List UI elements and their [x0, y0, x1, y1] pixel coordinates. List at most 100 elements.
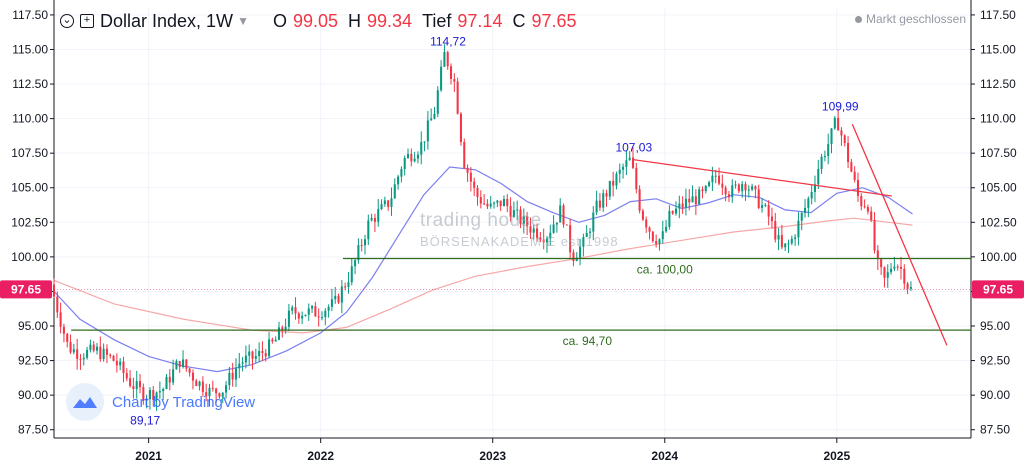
candle-body	[880, 259, 883, 268]
candle-body	[95, 346, 99, 351]
candle-body	[807, 198, 810, 208]
candle-body	[628, 157, 631, 161]
candle-body	[519, 209, 522, 224]
candle-body	[569, 225, 572, 253]
y-tick-label-right: 102.50	[980, 215, 1017, 229]
candle-body	[89, 344, 92, 350]
candle-body	[483, 203, 486, 205]
candle-body	[486, 203, 489, 207]
candle-body	[615, 173, 618, 186]
candle-body	[72, 349, 75, 353]
candle-body	[344, 286, 347, 288]
candle-body	[367, 220, 370, 240]
tradingview-logo-icon	[66, 383, 104, 421]
candle-body	[473, 181, 476, 188]
candle-body	[406, 153, 410, 158]
candle-body	[354, 260, 357, 267]
candle-body	[400, 168, 403, 177]
candle-body	[545, 238, 549, 243]
candle-body	[115, 360, 118, 366]
candle-body	[311, 306, 314, 309]
candle-body	[320, 317, 324, 319]
candle-body	[737, 184, 740, 192]
moving-averages	[53, 166, 913, 373]
candle-body	[347, 282, 350, 287]
y-tick-label-left: 90.00	[18, 388, 48, 402]
candle-body	[430, 118, 433, 121]
candle-body	[754, 186, 757, 190]
candle-body	[264, 353, 267, 357]
caret-down-icon[interactable]: ▼	[237, 14, 249, 28]
candle-body	[138, 381, 142, 388]
candle-body	[539, 237, 542, 240]
candle-body	[516, 209, 519, 211]
candle-body	[837, 117, 840, 131]
candle-body	[277, 327, 281, 340]
candle-body	[476, 187, 479, 198]
symbol-title[interactable]: Dollar Index, 1W	[100, 10, 234, 31]
y-tick-label-right: 115.00	[980, 42, 1016, 56]
candle-body	[403, 157, 406, 169]
candle-body	[526, 216, 529, 227]
candle-body	[440, 66, 443, 91]
candle-body	[466, 167, 469, 173]
candle-body	[598, 200, 601, 208]
add-symbol-icon[interactable]: +	[80, 14, 94, 28]
candle-body	[420, 142, 423, 155]
candle-body	[870, 211, 873, 221]
last-price-tag-right: 97.65	[983, 282, 1013, 296]
price-annotation: 89,17	[130, 414, 160, 428]
candle-body	[777, 235, 780, 240]
candle-body	[565, 224, 568, 226]
price-annotation: 114,72	[430, 34, 466, 48]
candle-body	[105, 348, 108, 355]
candle-body	[631, 157, 635, 168]
last-price-tag-left-bg	[0, 280, 52, 299]
candle-body	[787, 243, 790, 245]
candle-body	[678, 203, 681, 209]
candle-body	[559, 205, 562, 223]
candle-body	[433, 113, 436, 119]
candle-body	[612, 180, 615, 186]
y-tick-label-right: 87.50	[980, 423, 1010, 437]
candle-body	[208, 387, 211, 397]
candle-body	[66, 333, 69, 342]
candle-body	[215, 388, 218, 394]
y-tick-label-right: 110.00	[980, 112, 1016, 126]
candle-body	[866, 206, 869, 212]
candle-body	[658, 239, 661, 244]
candle-body	[301, 315, 304, 319]
candle-body	[148, 390, 151, 400]
candle-body	[145, 399, 148, 401]
candle-body	[536, 228, 539, 238]
candle-body	[337, 295, 340, 303]
x-tick-label: 2025	[823, 449, 850, 463]
candle-body	[443, 52, 446, 67]
candle-body	[294, 307, 297, 314]
candle-body	[827, 144, 830, 157]
y-tick-label-right: 90.00	[980, 388, 1010, 402]
candle-body	[387, 200, 390, 207]
collapse-chevron-icon[interactable]: ⌄	[60, 14, 74, 28]
candle-body	[856, 179, 860, 196]
candle-body	[562, 205, 565, 225]
tradingview-watermark[interactable]: Chart by TradingView	[66, 383, 255, 421]
candle-body	[770, 216, 773, 222]
trendline	[633, 159, 892, 197]
candle-body	[579, 246, 582, 258]
candle-body	[244, 355, 247, 363]
y-tick-label-right: 95.00	[980, 319, 1010, 333]
candle-body	[853, 171, 856, 180]
candle-body	[876, 250, 879, 260]
candle-body	[122, 361, 125, 374]
candle-body	[436, 90, 439, 114]
candle-body	[416, 154, 419, 159]
last-price-tag-right-bg	[972, 280, 1024, 299]
candle-body	[82, 357, 85, 360]
candle-body	[221, 392, 224, 397]
candle-body	[717, 175, 721, 184]
candle-body	[271, 339, 274, 342]
horizontal-level-label: ca. 94,70	[563, 334, 613, 348]
candle-body	[645, 219, 648, 228]
